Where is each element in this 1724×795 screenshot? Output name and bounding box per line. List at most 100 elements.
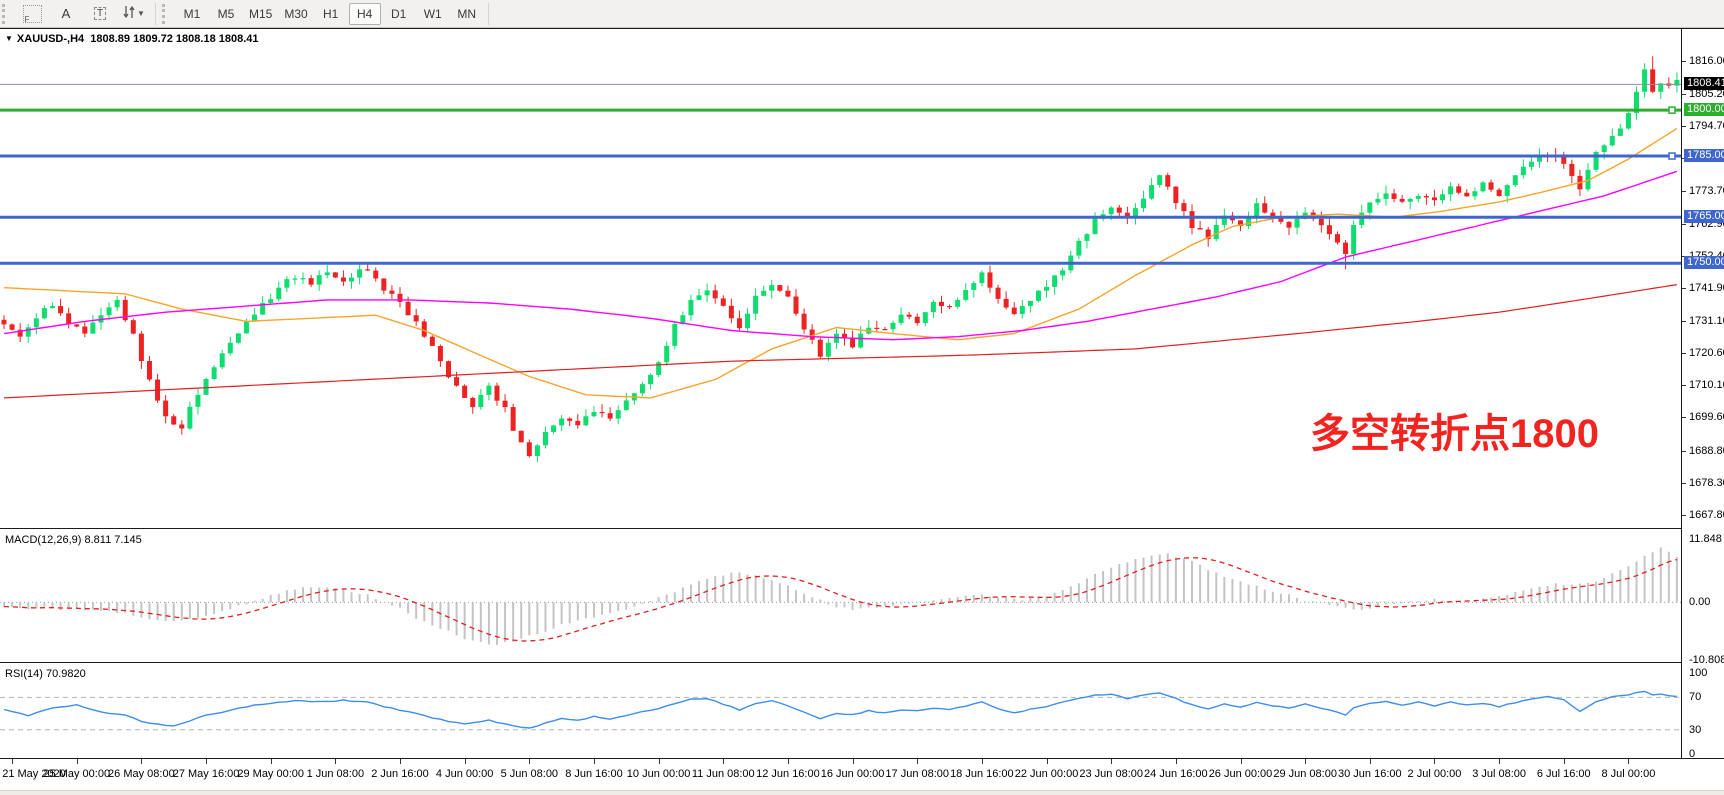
price-tick-mark	[1682, 61, 1686, 63]
time-axis[interactable]: 21 May 2020 25 May 00:00 26 May 08:00 27 Ma…	[0, 758, 1724, 791]
time-tick-mark	[981, 759, 983, 764]
time-tick-label: 3 Jul 08:00	[1472, 768, 1527, 780]
price-tick-mark	[1682, 450, 1686, 452]
level-price-tag: 1800.00	[1684, 103, 1724, 117]
time-tick-label: 26 May 08:00	[108, 768, 175, 780]
time-tick-label: 23 Jun 08:00	[1079, 768, 1143, 780]
time-tick-mark	[141, 759, 143, 764]
time-tick-mark	[335, 759, 337, 764]
time-tick-mark	[1046, 759, 1048, 764]
text-tool-button[interactable]: A	[50, 3, 82, 25]
arrows-icon	[123, 5, 135, 22]
chart-annotation-text: 多空转折点1800	[1310, 412, 1599, 456]
timeframe-button-mn[interactable]: MN	[457, 6, 477, 21]
price-tick-mark	[1682, 353, 1686, 355]
text-label-icon: T	[93, 7, 107, 20]
level-price-tag: 1750.00	[1684, 256, 1724, 270]
timeframe-button-m30[interactable]: M30	[284, 6, 308, 21]
chevron-down-icon[interactable]: ▼	[137, 9, 145, 18]
macd-chart[interactable]	[0, 531, 1681, 662]
time-tick-label: 10 Jun 00:00	[626, 768, 691, 780]
macd-tick-label: 0.00	[1689, 596, 1711, 609]
rsi-chart[interactable]	[0, 665, 1681, 758]
price-tick-mark	[1682, 514, 1686, 516]
price-axis[interactable]: 1816.001805.201794.701784.201773.701762.…	[1681, 29, 1724, 760]
rsi-tick-label: 70	[1689, 691, 1702, 704]
macd-pane[interactable]: MACD(12,26,9) 8.811 7.145	[0, 531, 1681, 662]
time-tick-label: 11 Jun 08:00	[691, 768, 755, 780]
arrows-tool-button[interactable]: ▼	[118, 3, 150, 25]
timeframes-drag-handle[interactable]	[162, 3, 172, 24]
timeframe-button-m15[interactable]: M15	[249, 6, 273, 21]
time-tick-mark	[1240, 759, 1242, 764]
fibonacci-tool-button[interactable]: F	[16, 3, 48, 25]
timeframe-button-h4[interactable]: H4	[348, 2, 381, 25]
time-tick-label: 4 Jun 00:00	[435, 768, 494, 780]
price-tick-label: 1794.70	[1689, 120, 1724, 133]
time-tick-label: 12 Jun 16:00	[756, 768, 820, 780]
price-tick-mark	[1682, 482, 1686, 484]
time-tick-mark	[206, 759, 208, 764]
price-tick-label: 1731.10	[1689, 315, 1724, 328]
price-tick-label: 1667.80	[1689, 508, 1724, 521]
time-tick-label: 22 Jun 00:00	[1014, 768, 1079, 780]
time-tick-label: 26 Jun 00:00	[1208, 768, 1273, 780]
timeframe-button-m1[interactable]: M1	[183, 6, 201, 21]
price-tick-label: 1720.60	[1689, 347, 1724, 360]
time-tick-mark	[76, 759, 78, 764]
price-tick-mark	[1682, 287, 1686, 289]
main-price-pane[interactable]: ▼ XAUUSD-,H4 1808.89 1809.72 1808.18 1808…	[0, 29, 1681, 528]
toolbar-separator	[155, 2, 156, 25]
time-tick-label: 8 Jun 16:00	[565, 768, 623, 780]
chart-window: ▼ XAUUSD-,H4 1808.89 1809.72 1808.18 1808…	[0, 28, 1724, 795]
macd-tick-label: 11.848	[1689, 533, 1722, 546]
price-tick-mark	[1682, 385, 1686, 387]
time-tick-label: 18 Jun 16:00	[950, 768, 1014, 780]
price-tick-label: 1741.90	[1689, 281, 1724, 294]
toolbar-separator-2	[487, 2, 489, 25]
time-tick-mark	[787, 759, 789, 764]
timeframe-button-h1[interactable]: H1	[323, 6, 339, 21]
time-tick-label: 1 Jun 08:00	[306, 768, 365, 780]
price-tick-label: 1699.60	[1689, 411, 1724, 424]
time-tick-mark	[464, 759, 466, 764]
price-tick-label: 1678.30	[1689, 476, 1724, 489]
timeframe-button-w1[interactable]: W1	[423, 6, 442, 21]
rsi-label: RSI(14) 70.9820	[5, 668, 86, 680]
price-tick-label: 1688.80	[1689, 444, 1724, 457]
time-tick-label: 29 Jun 08:00	[1273, 768, 1337, 780]
time-tick-mark	[529, 759, 531, 764]
text-tool-icon: A	[61, 6, 71, 21]
timeframe-button-d1[interactable]: D1	[391, 6, 407, 21]
candlestick-chart[interactable]	[0, 29, 1681, 528]
time-tick-mark	[917, 759, 919, 764]
time-tick-mark	[852, 759, 854, 764]
price-tick-label: 1816.00	[1689, 55, 1724, 68]
time-tick-mark	[400, 759, 401, 764]
time-tick-mark	[1111, 759, 1113, 764]
time-tick-label: 21 May 2020	[2, 768, 66, 780]
time-tick-label: 6 Jul 16:00	[1536, 768, 1591, 780]
level-price-tag: 1765.00	[1684, 210, 1724, 224]
time-tick-label: 17 Jun 08:00	[885, 768, 950, 780]
time-tick-mark	[1499, 759, 1501, 764]
rsi-pane[interactable]: RSI(14) 70.9820	[0, 665, 1681, 758]
chart-title-collapse-icon[interactable]: ▼	[5, 34, 13, 43]
chart-title: ▼ XAUUSD-,H4 1808.89 1809.72 1808.18 1808…	[5, 33, 259, 45]
price-tick-mark	[1682, 190, 1686, 192]
timeframe-button-m5[interactable]: M5	[217, 6, 235, 21]
text-label-tool-button[interactable]: T	[84, 3, 116, 25]
time-tick-label: 27 May 16:00	[172, 768, 240, 780]
time-tick-mark	[1628, 759, 1630, 764]
level-price-tag: 1785.00	[1684, 149, 1724, 163]
toolbar-drag-handle[interactable]	[2, 3, 12, 24]
time-tick-mark	[1175, 759, 1177, 764]
time-tick-label: 5 Jun 08:00	[500, 768, 559, 780]
time-tick-mark	[658, 759, 660, 764]
price-tick-mark	[1682, 94, 1686, 96]
time-tick-mark	[1563, 759, 1565, 764]
time-tick-mark	[270, 759, 272, 764]
time-tick-label: 24 Jun 16:00	[1144, 768, 1208, 780]
time-tick-label: 25 May 00:00	[43, 768, 111, 780]
